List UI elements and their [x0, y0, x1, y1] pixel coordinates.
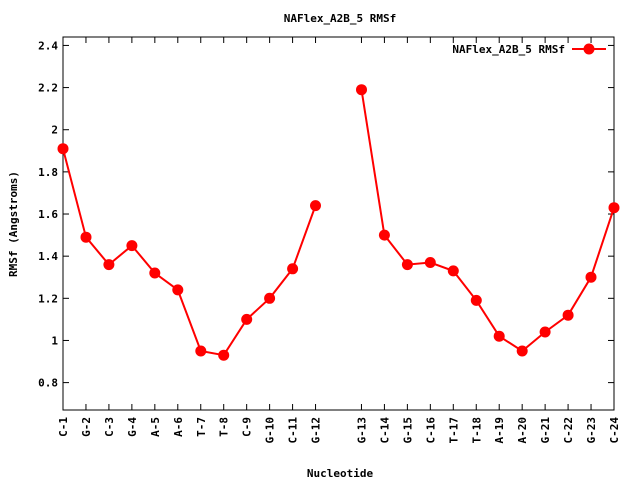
- data-point: [562, 309, 574, 321]
- data-point: [447, 265, 459, 277]
- y-tick-label: 1.8: [38, 166, 58, 179]
- x-tick-label: A-19: [493, 417, 506, 444]
- x-tick-label: T-7: [195, 417, 208, 437]
- x-tick-label: C-11: [287, 417, 300, 444]
- data-point: [310, 200, 321, 212]
- x-tick-label: C-3: [103, 417, 116, 437]
- x-tick-label: C-24: [608, 417, 621, 444]
- legend: NAFlex_A2B_5 RMSf: [452, 43, 606, 56]
- y-tick-label: 2.4: [38, 39, 58, 52]
- x-tick-label: A-5: [149, 417, 162, 437]
- y-tick-label: 1: [51, 334, 58, 347]
- x-tick-label: G-23: [585, 417, 598, 444]
- plot-frame: [62, 36, 615, 411]
- y-tick-label: 0.8: [38, 377, 58, 390]
- x-tick-label: A-20: [516, 417, 529, 444]
- y-axis-label: RMSf (Angstroms): [7, 171, 20, 277]
- x-tick-label: T-18: [470, 417, 483, 444]
- x-tick-label: G-4: [126, 417, 139, 437]
- data-point: [57, 143, 69, 155]
- data-point: [126, 240, 138, 252]
- data-point: [401, 259, 413, 271]
- data-point: [470, 294, 482, 306]
- y-tick-label: 1.2: [38, 292, 58, 305]
- data-point: [218, 349, 230, 361]
- data-point: [241, 313, 253, 325]
- x-axis: C-1 G-2 C-3 G-4 A-5 A-6 T-7 T-8 C-9 G-10 C-11 G-12 G…: [57, 37, 621, 444]
- data-point: [493, 330, 505, 342]
- series-layer: [57, 84, 620, 361]
- chart-title: NAFlex_A2B_5 RMSf: [284, 12, 397, 25]
- x-tick-label: G-15: [401, 417, 414, 444]
- x-tick-label: C-14: [378, 417, 391, 444]
- x-tick-label: T-8: [218, 417, 231, 437]
- data-point: [516, 345, 528, 357]
- y-axis: 0.8 1 1.2 1.4 1.6 1.8 2 2.2 2.4: [38, 39, 614, 390]
- legend-marker: [583, 43, 595, 55]
- x-tick-label: C-9: [241, 417, 254, 437]
- legend-label: NAFlex_A2B_5 RMSf: [452, 43, 565, 56]
- series-line-segment: [360, 89, 615, 353]
- data-point: [356, 84, 367, 96]
- data-point: [80, 231, 92, 243]
- y-tick-label: 1.6: [38, 208, 58, 221]
- data-point: [149, 267, 161, 279]
- x-tick-label: G-13: [355, 417, 368, 444]
- data-point: [585, 271, 597, 283]
- data-point: [424, 257, 436, 268]
- data-point: [378, 229, 390, 241]
- data-point: [264, 292, 276, 304]
- data-point: [195, 345, 207, 357]
- x-tick-label: A-6: [172, 417, 185, 437]
- x-tick-label: C-1: [57, 417, 70, 437]
- data-point: [608, 202, 620, 214]
- x-tick-label: G-21: [539, 417, 552, 444]
- x-tick-label: T-17: [447, 417, 460, 444]
- y-tick-label: 2.2: [38, 82, 58, 95]
- x-tick-label: C-16: [424, 417, 437, 444]
- x-tick-label: C-22: [562, 417, 575, 444]
- y-tick-label: 1.4: [38, 250, 58, 263]
- data-point: [172, 284, 184, 296]
- data-point: [103, 259, 115, 271]
- x-tick-label: G-2: [80, 417, 93, 437]
- series-line-segment: [62, 148, 317, 357]
- x-tick-label: G-12: [310, 417, 323, 444]
- x-axis-label: Nucleotide: [307, 467, 374, 480]
- y-tick-label: 2: [51, 124, 58, 137]
- x-tick-label: G-10: [264, 417, 277, 444]
- data-point: [287, 263, 299, 275]
- data-point: [539, 326, 551, 338]
